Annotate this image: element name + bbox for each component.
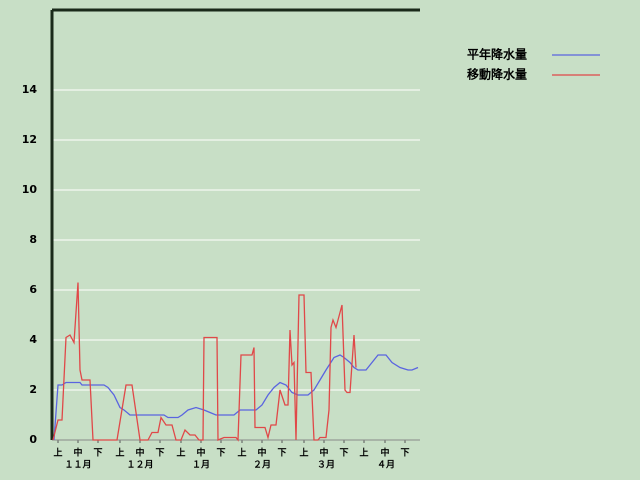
month-label: １月 bbox=[192, 460, 210, 471]
x-tick-label: 上 bbox=[53, 447, 62, 459]
legend-label: 移動降水量 bbox=[467, 67, 527, 82]
legend-label: 平年降水量 bbox=[467, 47, 527, 62]
series-line bbox=[53, 354, 419, 441]
y-tick-label: 10 bbox=[22, 183, 38, 196]
y-tick-label: 6 bbox=[29, 283, 37, 296]
y-tick-label: 2 bbox=[29, 383, 37, 396]
x-tick-label: 上 bbox=[359, 447, 368, 459]
month-label: ２月 bbox=[253, 460, 271, 471]
month-label: ４月 bbox=[377, 460, 395, 471]
month-label: １２月 bbox=[126, 460, 153, 471]
x-tick-label: 下 bbox=[216, 448, 225, 459]
x-tick-label: 中 bbox=[135, 447, 144, 459]
x-tick-label: 中 bbox=[196, 447, 205, 459]
x-tick-label: 中 bbox=[257, 447, 266, 459]
y-tick-label: 4 bbox=[29, 333, 37, 346]
y-tick-label: 12 bbox=[22, 133, 37, 146]
x-tick-label: 上 bbox=[299, 447, 308, 459]
y-tick-label: 14 bbox=[22, 83, 38, 96]
x-tick-label: 上 bbox=[237, 447, 246, 459]
y-tick-label: 0 bbox=[29, 433, 37, 446]
x-tick-label: 下 bbox=[155, 448, 164, 459]
series-line bbox=[52, 282, 357, 442]
x-tick-label: 中 bbox=[380, 447, 389, 459]
x-tick-label: 中 bbox=[319, 447, 328, 459]
x-tick-label: 下 bbox=[277, 448, 286, 459]
month-label: ３月 bbox=[317, 460, 335, 471]
x-tick-label: 下 bbox=[339, 448, 348, 459]
x-tick-label: 上 bbox=[115, 447, 124, 459]
y-tick-label: 8 bbox=[29, 233, 37, 246]
month-label: １１月 bbox=[64, 460, 91, 471]
x-tick-label: 下 bbox=[93, 448, 102, 459]
x-tick-label: 上 bbox=[176, 447, 185, 459]
x-tick-label: 下 bbox=[400, 448, 409, 459]
x-tick-label: 中 bbox=[73, 447, 82, 459]
